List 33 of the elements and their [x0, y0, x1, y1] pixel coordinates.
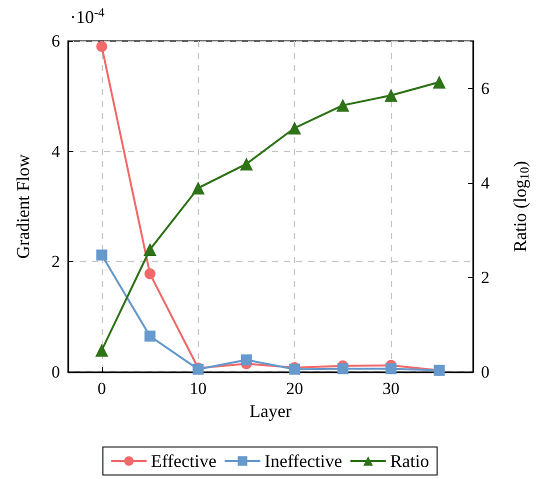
point — [288, 122, 302, 135]
point — [144, 268, 156, 280]
point — [240, 354, 252, 366]
point — [96, 41, 108, 52]
point — [386, 363, 397, 374]
y2-tick-label: 6 — [481, 78, 490, 98]
legend-label: Effective — [150, 451, 217, 471]
legend-label: Ineffective — [264, 451, 342, 471]
x-tick-label: 10 — [190, 379, 207, 398]
y-tick-label: 6 — [52, 32, 60, 50]
y2-tick-label: 0 — [481, 362, 490, 382]
y2-tick-label: 2 — [481, 268, 490, 287]
point — [337, 363, 348, 374]
y2-tick-label: 4 — [481, 173, 490, 192]
y2-axis-title: Ratio (log10) — [510, 160, 532, 252]
point — [336, 98, 350, 112]
point — [192, 182, 205, 195]
legend-label: Ratio — [390, 451, 430, 471]
point — [96, 250, 108, 261]
y-tick-label: 2 — [52, 252, 60, 272]
x-tick-label: 20 — [286, 379, 304, 398]
point — [432, 76, 446, 89]
y-tick-label: 4 — [52, 142, 60, 161]
point — [95, 344, 108, 357]
point — [144, 330, 156, 342]
y-tick-label: 0 — [52, 362, 60, 382]
x-tick-label: 0 — [98, 379, 106, 398]
x-axis-title: Layer — [250, 401, 292, 421]
y-axis-title: Gradient Flow — [13, 154, 33, 259]
x-tick-label: 30 — [382, 379, 400, 398]
point — [384, 88, 398, 102]
point — [143, 243, 156, 256]
point — [240, 157, 253, 170]
